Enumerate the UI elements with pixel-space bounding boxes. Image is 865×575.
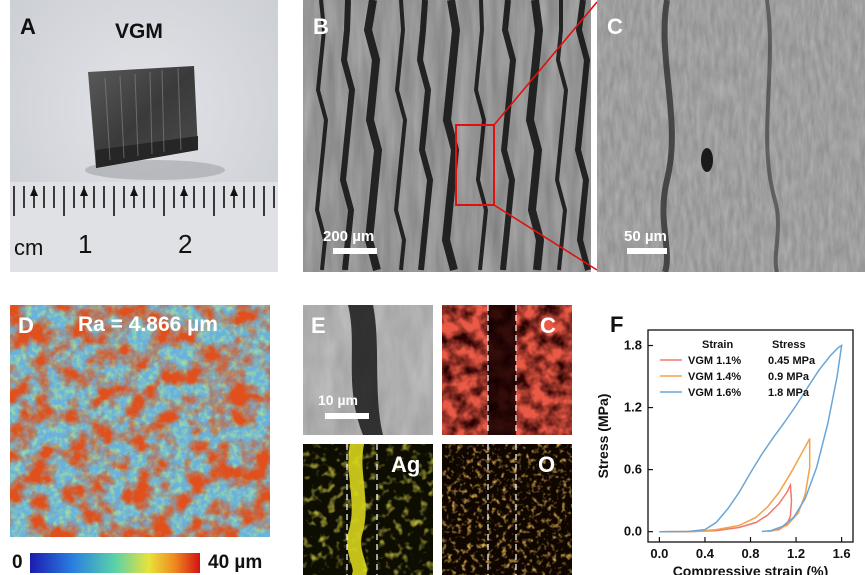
zoom-region-box xyxy=(455,124,495,206)
scalebar-b xyxy=(333,248,377,254)
eds-map-o: O xyxy=(442,444,572,575)
roughness-peaks xyxy=(10,305,270,537)
series-line-1 xyxy=(659,482,793,533)
sem-b-channel xyxy=(339,0,356,271)
x-tick-label: 0.4 xyxy=(696,546,715,561)
x-tick-label: 0.8 xyxy=(741,546,759,561)
panel-label-f: F xyxy=(610,312,624,337)
block-shadow xyxy=(85,160,225,180)
roughness-ra: Ra = 4.866 µm xyxy=(78,313,218,336)
panel-b-sem: 200 µm B xyxy=(303,0,591,272)
legend-series-stress: 0.45 MPa xyxy=(768,355,816,367)
colorbar xyxy=(30,553,200,573)
sem-b-channel xyxy=(473,0,489,271)
colorbar-max-label: 40 µm xyxy=(208,552,263,573)
colorbar-min-label: 0 xyxy=(12,552,23,573)
sem-c-crack-2 xyxy=(765,0,780,272)
scalebar-e-label: 10 µm xyxy=(318,392,358,408)
sem-c-crack-1 xyxy=(660,0,675,272)
eds-o-svg xyxy=(442,444,572,575)
panel-e-sem-svg: 10 µm xyxy=(303,305,433,435)
ruler-unit: cm xyxy=(14,235,43,260)
scalebar-e xyxy=(325,413,369,419)
x-tick-label: 1.6 xyxy=(833,546,851,561)
plot-frame xyxy=(647,329,854,543)
panel-label-a: A xyxy=(20,14,36,39)
panel-label-d: D xyxy=(18,313,34,338)
ruler-mark-1: 1 xyxy=(78,229,92,259)
legend-series-name: VGM 1.6% xyxy=(688,387,741,399)
panel-b-svg: 200 µm xyxy=(303,0,591,272)
legend-header-strain: Strain xyxy=(702,339,733,351)
eds-ag-label: Ag xyxy=(391,452,421,477)
panel-e-sem: 10 µm E xyxy=(303,305,433,435)
x-axis-label: Compressive strain (%) xyxy=(673,563,829,575)
eds-c-gap xyxy=(488,305,516,435)
legend-header-stress: Stress xyxy=(772,339,806,351)
legend-series-name: VGM 1.4% xyxy=(688,371,741,383)
panel-label-b: B xyxy=(313,14,329,39)
scalebar-c xyxy=(627,248,667,254)
ruler-mark-2: 2 xyxy=(178,229,192,259)
series-line-3 xyxy=(659,344,843,533)
panel-label-e: E xyxy=(311,313,326,338)
eds-map-c: C xyxy=(442,305,572,435)
y-tick-label: 1.2 xyxy=(624,400,642,415)
eds-c-label: C xyxy=(540,313,556,338)
ruler-ticks xyxy=(13,186,275,216)
sample-title: VGM xyxy=(115,20,163,43)
sem-e-channel xyxy=(348,305,383,435)
block-texture xyxy=(104,67,182,161)
panel-d-roughness: D Ra = 4.866 µm 0 40 µm xyxy=(10,305,270,575)
panel-c-svg: 50 µm xyxy=(597,0,865,272)
eds-o-signal xyxy=(442,444,572,575)
ruler-arrows xyxy=(30,187,238,196)
eds-ag-background xyxy=(303,444,433,575)
x-tick-label: 1.2 xyxy=(787,546,805,561)
sem-c-texture xyxy=(597,0,865,272)
y-tick-label: 0.0 xyxy=(624,524,642,539)
sem-b-channel xyxy=(314,0,329,271)
sem-b-channel xyxy=(393,0,408,271)
stress-strain-chart: 0.0 0.4 0.8 1.2 1.6 0.0 0.6 1.2 1.8 Compressive s… xyxy=(595,329,854,575)
legend-series-stress: 1.8 MPa xyxy=(768,387,810,399)
y-axis-label: Stress (MPa) xyxy=(595,394,611,479)
eds-o-label: O xyxy=(538,452,556,477)
sem-b-channel xyxy=(416,0,434,271)
eds-ag-svg xyxy=(303,444,433,575)
series-line-2 xyxy=(659,438,811,533)
eds-ag-band xyxy=(347,444,367,575)
x-tick-label: 0.0 xyxy=(650,546,668,561)
sem-b-channel xyxy=(363,0,383,272)
panel-label-c: C xyxy=(607,14,623,39)
scalebar-b-label: 200 µm xyxy=(323,228,374,245)
eds-c-svg xyxy=(442,305,572,435)
vgm-block-side xyxy=(96,136,198,168)
legend-series-name: VGM 1.1% xyxy=(688,355,741,367)
panel-f-chart: 0.0 0.4 0.8 1.2 1.6 0.0 0.6 1.2 1.8 Compressive s… xyxy=(580,300,865,575)
scalebar-c-label: 50 µm xyxy=(624,228,667,245)
panel-c-sem: 50 µm C xyxy=(597,0,865,272)
eds-map-ag: Ag xyxy=(303,444,433,575)
sem-b-channel xyxy=(441,0,461,272)
panel-a-photo: cm 1 2 A VGM xyxy=(10,0,278,272)
y-tick-label: 0.6 xyxy=(624,462,642,477)
panel-d-svg xyxy=(10,305,270,573)
panel-a-svg: cm 1 2 xyxy=(10,0,278,272)
sem-c-pore xyxy=(701,148,713,172)
legend-series-stress: 0.9 MPa xyxy=(768,371,810,383)
y-tick-label: 1.8 xyxy=(624,338,642,353)
